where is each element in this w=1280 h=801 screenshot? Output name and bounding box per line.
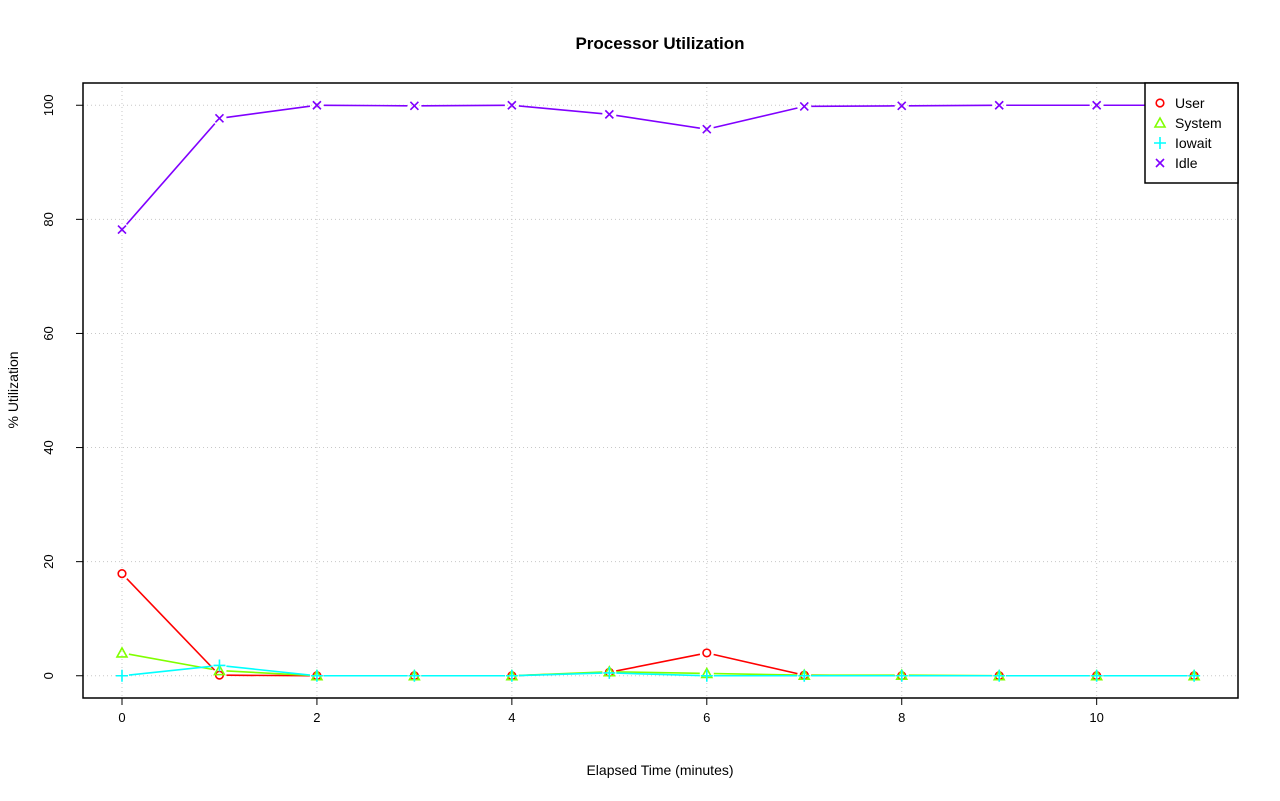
idle-point [312, 100, 322, 110]
idle-point [507, 100, 517, 110]
idle-point [117, 225, 127, 235]
iowait-point [1090, 669, 1103, 682]
legend-system-icon [1153, 116, 1167, 128]
iowait-point [798, 669, 811, 682]
idle-point [702, 124, 712, 134]
x-tick-label: 10 [1089, 710, 1103, 725]
system-line-segment [226, 670, 310, 677]
system-point [115, 646, 129, 658]
series-idle [117, 100, 1199, 235]
system-line-segment [128, 653, 213, 671]
y-tick-label: 80 [41, 212, 56, 226]
legend-idle-icon [1155, 158, 1165, 168]
x-tick-label: 6 [703, 710, 710, 725]
idle-point [799, 101, 809, 111]
user-point [702, 648, 712, 658]
iowait-point [115, 669, 128, 682]
idle-point [994, 100, 1004, 110]
system-line-segment [713, 672, 798, 676]
iowait-point [993, 669, 1006, 682]
iowait-point [700, 669, 713, 682]
system-line-segment [616, 671, 700, 675]
idle-line-segment [713, 107, 798, 129]
idle-point [897, 101, 907, 111]
idle-line-segment [518, 105, 603, 115]
x-tick-label: 0 [118, 710, 125, 725]
y-tick-label: 60 [41, 326, 56, 340]
y-axis-label: % Utilization [5, 351, 21, 428]
chart-title: Processor Utilization [575, 34, 744, 53]
y-tick-label: 20 [41, 554, 56, 568]
idle-point [604, 109, 614, 119]
iowait-point [408, 669, 421, 682]
user-line-segment [713, 653, 798, 675]
iowait-point [603, 666, 616, 679]
iowait-line-segment [616, 672, 700, 677]
y-tick-label: 100 [41, 94, 56, 116]
iowait-point [505, 669, 518, 682]
iowait-point [1188, 669, 1201, 682]
idle-point [409, 101, 419, 111]
x-axis-label: Elapsed Time (minutes) [586, 762, 733, 778]
series-group [115, 100, 1201, 682]
legend-user-label: User [1175, 95, 1205, 111]
system-point [213, 663, 226, 676]
legend-iowait-label: Iowait [1175, 135, 1212, 151]
idle-point [214, 113, 225, 123]
x-tick-label: 4 [508, 710, 515, 725]
user-line-segment [126, 578, 216, 671]
iowait-line-segment [128, 665, 213, 676]
iowait-line-segment [518, 672, 603, 677]
series-user [117, 569, 1199, 681]
iowait-point [310, 669, 323, 682]
legend-idle-label: Idle [1175, 155, 1198, 171]
legend: User System Iowait Idle [1144, 82, 1239, 184]
iowait-point [895, 669, 908, 682]
plot-frame [82, 82, 1239, 699]
y-tick-label: 40 [41, 440, 56, 454]
x-tick-label: 8 [898, 710, 905, 725]
idle-line-segment [226, 105, 311, 119]
user-line-segment [616, 653, 701, 672]
iowait-line-segment [226, 665, 311, 676]
x-tick-label: 2 [313, 710, 320, 725]
legend-iowait-icon [1154, 137, 1166, 149]
idle-point [1092, 100, 1102, 110]
y-tick-label: 0 [41, 672, 56, 679]
legend-user-icon [1155, 98, 1165, 108]
iowait-point [213, 659, 226, 672]
series-iowait [115, 659, 1201, 682]
user-point [117, 569, 127, 579]
idle-line-segment [616, 114, 700, 129]
grid [83, 83, 1238, 698]
legend-system-label: System [1175, 115, 1222, 131]
idle-line-segment [125, 123, 216, 225]
